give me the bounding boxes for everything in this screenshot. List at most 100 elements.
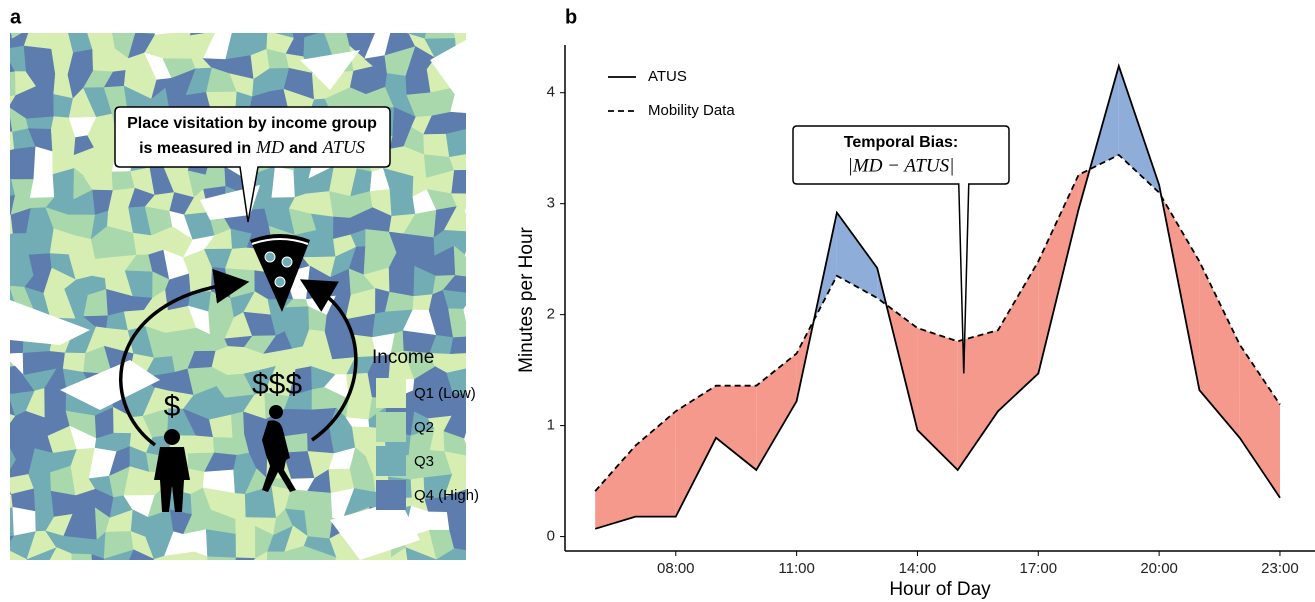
map-tract (335, 557, 356, 560)
pizza-topping (281, 256, 293, 268)
map-tract (443, 206, 466, 232)
map-tract (112, 9, 136, 32)
map-tract (436, 547, 456, 560)
map-tract (0, 335, 3, 354)
x-axis-title: Hour of Day (889, 579, 991, 600)
y-axis-title: Minutes per Hour (516, 226, 537, 372)
map-tract (366, 554, 392, 560)
map-tract (446, 368, 466, 396)
map-tract (23, 33, 52, 50)
difference-area (675, 385, 716, 517)
map-tract (266, 551, 285, 560)
map-tract (33, 146, 54, 180)
map-tract (444, 489, 466, 513)
map-tract (0, 250, 7, 272)
annotation-title: Temporal Bias: (844, 134, 958, 151)
callout-part: is measured in (139, 140, 251, 157)
map-tract (137, 33, 156, 36)
map-tract (91, 554, 105, 560)
map-tract (10, 489, 12, 496)
legend-label: Mobility Data (648, 102, 735, 119)
callout-text: is measured in MD and ATUS (139, 137, 365, 157)
map-tract (87, 33, 116, 50)
x-tick-label: 23:00 (1261, 560, 1299, 577)
series-line (594, 63, 1281, 530)
map-tract (26, 228, 55, 256)
map-tract (453, 245, 466, 278)
high-income-marker: $$$ (252, 368, 302, 401)
map-gap (300, 50, 360, 90)
legend-title: Income (372, 347, 434, 368)
panel-label: b (565, 6, 577, 28)
x-tick-label: 20:00 (1140, 560, 1178, 577)
difference-area (1239, 344, 1280, 498)
difference-area (756, 353, 797, 470)
map-gap (330, 500, 420, 560)
map-tract (376, 14, 393, 29)
map-tract (50, 490, 77, 518)
pizza-crust (251, 238, 309, 245)
map-tract (10, 71, 17, 97)
difference-area (1199, 261, 1240, 438)
map-tract (451, 169, 466, 195)
pizza-topping (274, 276, 286, 288)
map-tract (233, 14, 252, 31)
map-tract (345, 10, 377, 29)
low-income-marker: $ (164, 390, 181, 423)
map-tract (284, 545, 305, 560)
map-tract (424, 33, 456, 40)
map-tract (405, 547, 437, 560)
arrow (119, 268, 250, 447)
legend-label: Q1 (Low) (414, 385, 476, 402)
map-tract (303, 545, 338, 560)
pizza-topping (264, 251, 276, 263)
chart: b 0 1 2 3 4 08:00 11:00 14:00 17:00 20:00 23:00 Hour… (516, 6, 1315, 600)
map-tract (10, 506, 15, 537)
map-tract (10, 233, 30, 256)
map-tract (10, 45, 27, 72)
x-tick-label: 08:00 (657, 560, 695, 577)
person-body (262, 420, 296, 492)
person-body (154, 447, 190, 512)
map-tract (235, 557, 257, 560)
map-tract (449, 529, 466, 551)
person-head (269, 405, 283, 419)
panel-label: a (10, 6, 22, 28)
legend-swatch (376, 446, 406, 476)
y-tick-label: 0 (547, 528, 555, 545)
map-gap (430, 40, 466, 110)
map-tract (390, 547, 408, 560)
map-tract (345, 397, 373, 421)
map-tract (428, 511, 450, 531)
difference-area (917, 328, 958, 470)
annotation-formula: |MD − ATUS| (848, 155, 955, 176)
map-tract (446, 353, 466, 374)
map-tract (49, 547, 73, 560)
map-tract (448, 308, 466, 338)
map-tract (449, 154, 466, 171)
map-tract (324, 10, 349, 32)
callout-part: MD (255, 137, 284, 157)
map-tract (205, 13, 236, 31)
map-tract (205, 529, 237, 559)
map-tract (251, 14, 276, 31)
map-tract (23, 45, 56, 75)
difference-area (635, 411, 676, 517)
y-tick-label: 4 (547, 84, 555, 101)
map-tract (388, 265, 415, 297)
y-tick-label: 1 (547, 417, 555, 434)
legend-label: Q4 (High) (414, 487, 479, 504)
x-tick-label: 17:00 (1020, 560, 1058, 577)
series-line (594, 153, 1281, 492)
map-tract (30, 13, 48, 30)
map-tract (26, 546, 58, 560)
difference-area (716, 385, 757, 470)
callout-part: ATUS (322, 137, 365, 157)
legend-swatch (376, 412, 406, 442)
y-tick-label: 2 (547, 306, 555, 323)
annotation-box (792, 125, 1010, 374)
map-tract (129, 549, 155, 560)
map-tract (234, 493, 247, 520)
map-tract (154, 33, 173, 36)
map-overlay: Place visitation by income group is measu… (10, 6, 479, 512)
